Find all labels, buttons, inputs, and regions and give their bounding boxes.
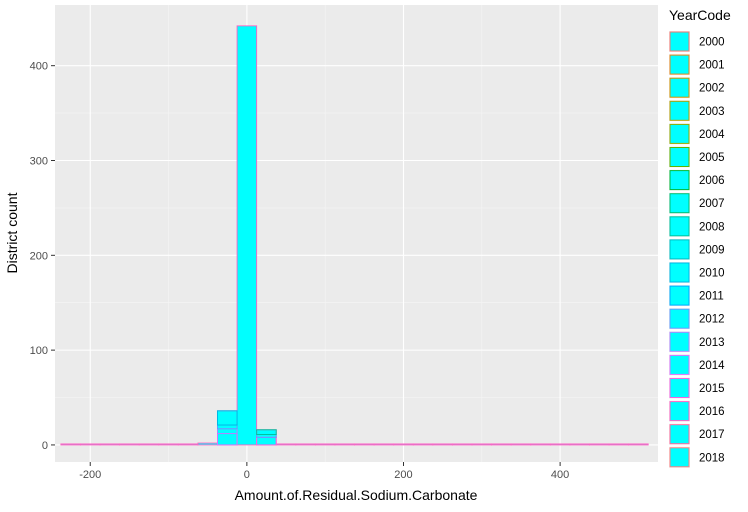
legend-label: 2004 bbox=[699, 129, 725, 141]
legend-label: 2001 bbox=[699, 60, 725, 72]
histogram-bar bbox=[491, 443, 512, 446]
y-axis-title: District count bbox=[4, 192, 20, 273]
legend-title: YearCode bbox=[669, 7, 731, 23]
histogram-bar bbox=[138, 443, 160, 446]
histogram-bar bbox=[510, 443, 532, 446]
histogram-bar bbox=[295, 443, 316, 446]
legend-label: 2000 bbox=[699, 37, 725, 49]
x-tick-label: 400 bbox=[551, 469, 569, 481]
legend-key bbox=[669, 285, 690, 306]
legend-key bbox=[669, 262, 690, 283]
histogram-bars bbox=[60, 25, 649, 446]
legend-label: 2018 bbox=[699, 452, 725, 464]
legend-label: 2007 bbox=[699, 198, 725, 210]
legend-key bbox=[669, 424, 690, 445]
histogram-bar bbox=[393, 443, 414, 446]
stack-segments bbox=[216, 410, 277, 446]
histogram-bar bbox=[412, 443, 434, 446]
histogram-bar bbox=[217, 410, 238, 446]
legend-label: 2014 bbox=[699, 360, 725, 372]
stack-segment bbox=[256, 429, 277, 436]
histogram-bar bbox=[530, 443, 551, 446]
x-tick-label: 0 bbox=[244, 469, 250, 481]
y-tick-label: 200 bbox=[30, 250, 48, 262]
legend-key bbox=[669, 170, 690, 191]
histogram-bar bbox=[589, 443, 610, 446]
legend-label: 2011 bbox=[699, 291, 724, 303]
y-tick-label: 100 bbox=[30, 345, 48, 357]
histogram-bar bbox=[451, 443, 473, 446]
histogram-bar bbox=[314, 443, 336, 446]
legend-label: 2016 bbox=[699, 406, 725, 418]
legend-label: 2006 bbox=[699, 175, 725, 187]
legend-key bbox=[669, 216, 690, 237]
legend-key bbox=[669, 308, 690, 329]
histogram-bar bbox=[119, 443, 140, 446]
legend-key bbox=[669, 401, 690, 422]
legend-key bbox=[669, 354, 690, 375]
legend-label: 2017 bbox=[699, 429, 725, 441]
y-tick-label: 0 bbox=[42, 440, 48, 452]
plot-panel bbox=[55, 5, 658, 462]
x-axis-title: Amount.of.Residual.Sodium.Carbonate bbox=[235, 487, 478, 503]
legend-label: 2005 bbox=[699, 152, 725, 164]
histogram-bar bbox=[99, 443, 121, 446]
legend-key bbox=[669, 123, 690, 144]
histogram-bar bbox=[236, 25, 258, 446]
legend-key bbox=[669, 447, 690, 468]
stack-segment bbox=[216, 410, 238, 426]
legend: YearCode 2000200120022003200420052006200… bbox=[669, 7, 731, 468]
histogram-bar bbox=[608, 443, 630, 446]
y-axis-ticks: 0 100 200 300 400 bbox=[30, 61, 55, 452]
y-tick-label: 300 bbox=[30, 155, 48, 167]
legend-key bbox=[669, 239, 690, 260]
legend-key bbox=[669, 31, 690, 52]
legend-label: 2008 bbox=[699, 221, 725, 233]
histogram-bar bbox=[471, 443, 493, 446]
legend-key bbox=[669, 147, 690, 167]
histogram-bar bbox=[80, 443, 101, 446]
legend-label: 2015 bbox=[699, 383, 725, 395]
x-axis-ticks: -200 0 200 400 bbox=[79, 462, 569, 481]
legend-key bbox=[669, 331, 690, 352]
histogram-bar bbox=[275, 443, 297, 446]
histogram-bar bbox=[432, 443, 453, 446]
histogram-bar bbox=[334, 443, 355, 446]
legend-key bbox=[669, 54, 690, 75]
histogram-bar bbox=[197, 442, 218, 446]
histogram-bar bbox=[373, 443, 395, 446]
x-tick-label: 200 bbox=[394, 469, 412, 481]
histogram-bar bbox=[60, 443, 81, 446]
histogram-bar bbox=[177, 443, 199, 446]
legend-label: 2003 bbox=[699, 106, 725, 118]
histogram-bar bbox=[158, 443, 179, 446]
legend-label: 2002 bbox=[699, 83, 725, 95]
legend-key bbox=[669, 100, 690, 121]
x-tick-label: -200 bbox=[79, 469, 101, 481]
legend-label: 2009 bbox=[699, 244, 725, 256]
legend-label: 2012 bbox=[699, 314, 725, 326]
legend-key bbox=[669, 378, 690, 398]
histogram-bar bbox=[354, 443, 375, 446]
legend-label: 2010 bbox=[699, 268, 725, 280]
legend-key bbox=[669, 77, 690, 98]
minor-gridlines bbox=[55, 5, 658, 462]
y-tick-label: 400 bbox=[30, 61, 48, 73]
histogram-bar bbox=[549, 443, 571, 446]
histogram-bar bbox=[628, 443, 649, 446]
legend-key bbox=[669, 193, 690, 214]
legend-items: 2000 2001 2002 2003 2004 2005 2006 2007 2008 2009… bbox=[669, 31, 725, 468]
histogram-bar bbox=[569, 443, 590, 446]
legend-label: 2013 bbox=[699, 337, 725, 349]
